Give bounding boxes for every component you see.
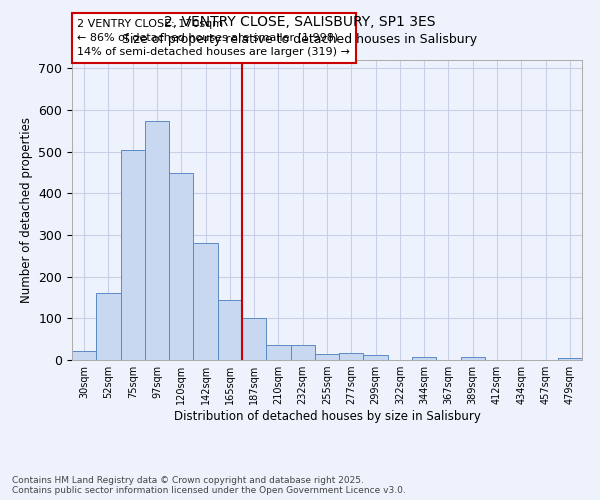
Bar <box>72 351 96 360</box>
Bar <box>558 358 582 360</box>
Bar <box>218 300 242 360</box>
Bar <box>461 356 485 360</box>
Text: 2, VENTRY CLOSE, SALISBURY, SP1 3ES: 2, VENTRY CLOSE, SALISBURY, SP1 3ES <box>164 15 436 29</box>
Bar <box>121 150 145 360</box>
Bar <box>315 354 339 360</box>
Text: 2 VENTRY CLOSE: 170sqm
← 86% of detached houses are smaller (1,998)
14% of semi-: 2 VENTRY CLOSE: 170sqm ← 86% of detached… <box>77 19 350 57</box>
Bar <box>339 352 364 360</box>
Bar <box>290 346 315 360</box>
Bar <box>412 356 436 360</box>
Text: Contains HM Land Registry data © Crown copyright and database right 2025.
Contai: Contains HM Land Registry data © Crown c… <box>12 476 406 495</box>
Y-axis label: Number of detached properties: Number of detached properties <box>20 117 33 303</box>
Bar <box>266 346 290 360</box>
Bar <box>364 355 388 360</box>
X-axis label: Distribution of detached houses by size in Salisbury: Distribution of detached houses by size … <box>173 410 481 423</box>
Bar <box>193 244 218 360</box>
Bar <box>145 121 169 360</box>
Bar <box>242 318 266 360</box>
Bar <box>169 172 193 360</box>
Bar <box>96 294 121 360</box>
Text: Size of property relative to detached houses in Salisbury: Size of property relative to detached ho… <box>122 32 478 46</box>
